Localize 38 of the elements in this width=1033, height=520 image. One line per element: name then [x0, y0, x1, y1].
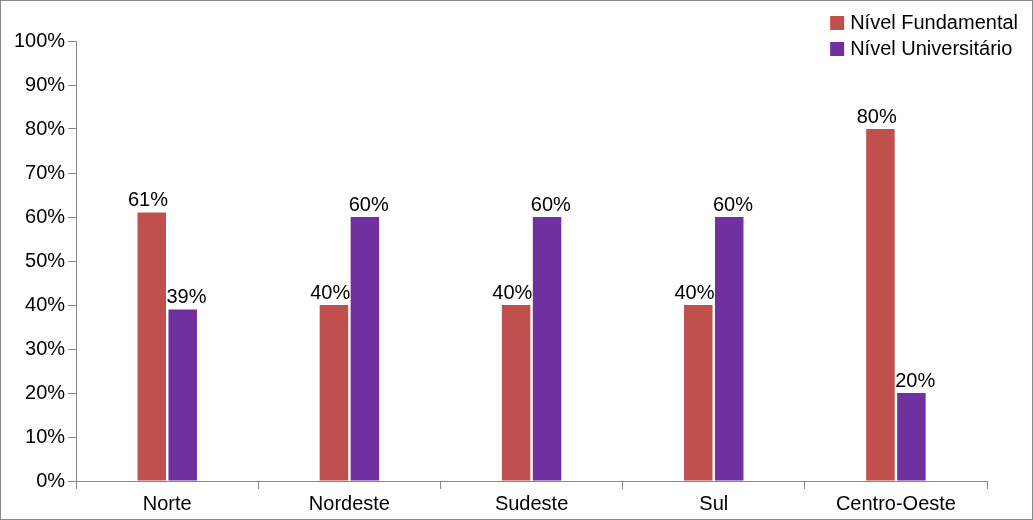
data-label: 39%: [166, 284, 207, 307]
x-tick-label: Norte: [142, 491, 192, 514]
data-label: 60%: [348, 192, 389, 215]
x-tick-label: Sudeste: [494, 491, 569, 514]
bar: [137, 212, 166, 481]
data-label: 60%: [530, 192, 572, 215]
y-tick-label: 20%: [25, 380, 66, 403]
y-tick-label: 40%: [25, 292, 66, 315]
bar: [168, 309, 197, 481]
bar: [866, 129, 895, 481]
y-tick-label: 60%: [25, 204, 66, 227]
bar: [501, 305, 531, 481]
y-tick-label: 90%: [25, 72, 66, 95]
data-label: 80%: [856, 104, 897, 127]
bar: [714, 217, 744, 481]
data-label: 61%: [127, 188, 169, 211]
data-label: 60%: [712, 192, 754, 215]
y-tick-label: 0%: [36, 468, 66, 491]
bar: [319, 305, 349, 481]
bar: [350, 217, 380, 481]
y-tick-label: 30%: [25, 336, 66, 359]
data-label: 40%: [310, 280, 351, 303]
data-label: 40%: [492, 280, 533, 303]
bar: [897, 393, 926, 481]
x-tick-label: Nordeste: [308, 491, 390, 514]
y-tick-label: 10%: [25, 424, 66, 447]
data-label: 40%: [674, 280, 715, 303]
bar: [532, 217, 562, 481]
y-tick-label: 100%: [14, 28, 66, 51]
y-tick-label: 50%: [25, 248, 66, 271]
x-tick-label: Centro-Oeste: [835, 491, 956, 514]
bar: [684, 305, 713, 481]
y-tick-label: 80%: [25, 116, 66, 139]
x-tick-label: Sul: [699, 491, 729, 514]
data-label: 20%: [895, 368, 936, 391]
y-tick-label: 70%: [25, 160, 66, 183]
legend-label: Nível Fundamental: [850, 10, 1019, 33]
legend-label: Nível Universitário: [850, 36, 1013, 59]
